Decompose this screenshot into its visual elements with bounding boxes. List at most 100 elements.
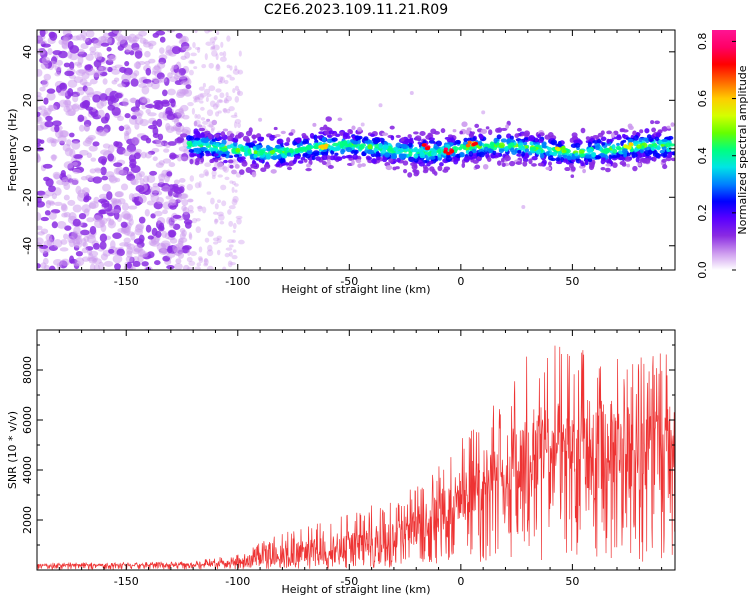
spectrogram-cell	[571, 132, 578, 138]
spectrogram-cell	[43, 97, 49, 105]
spectrogram-cell	[202, 120, 209, 125]
spectrogram-cell	[612, 148, 618, 154]
spectrogram-cell	[81, 247, 89, 254]
spectrogram-cell	[69, 148, 76, 158]
spectrogram-cell	[354, 135, 360, 140]
spectrogram-cell	[128, 193, 135, 201]
colorbar-label: Normalized spectral amplitude	[736, 65, 749, 234]
spectrogram-cell	[159, 47, 165, 54]
spectrogram-cell	[269, 149, 276, 155]
spectrogram-cell	[212, 44, 216, 50]
spectrogram-cell	[225, 247, 233, 251]
spectrogram-cell	[82, 99, 91, 108]
spectrogram-cell	[407, 172, 413, 178]
spectrogram-cell	[347, 128, 353, 134]
spectrogram-cell	[364, 140, 370, 144]
spectrogram-cell	[48, 211, 57, 220]
spectrogram-cell	[92, 176, 103, 184]
spectrogram-cell	[117, 115, 124, 122]
spectrogram-cell	[557, 151, 562, 156]
spectrogram-cell	[428, 139, 435, 144]
spectrogram-cell	[523, 153, 530, 159]
spectrogram-cell	[234, 164, 240, 169]
spectrogram-cell	[195, 218, 201, 222]
spectrogram-cell	[620, 128, 626, 132]
spectrogram-cell	[81, 71, 90, 80]
spectrogram-cell	[302, 154, 307, 158]
spectrogram-cell	[156, 216, 166, 226]
spectrogram-cell	[106, 46, 112, 52]
spectrogram-cell	[158, 160, 165, 166]
spectrogram-cell	[639, 148, 645, 154]
spectrogram-cell	[177, 251, 185, 259]
spectrogram-cell	[82, 37, 90, 42]
spectrogram-cell	[171, 46, 181, 55]
spectrogram-cell	[203, 258, 209, 266]
spectrogram-cell	[204, 162, 211, 167]
spectrogram-cell	[600, 157, 606, 161]
spectrogram-cell	[216, 30, 220, 36]
spectrogram-cell	[90, 157, 97, 162]
spectrogram-cell	[71, 140, 81, 150]
y-tick-label: 20	[21, 93, 34, 107]
spectrogram-cell	[407, 134, 412, 139]
spectrogram-cell	[100, 42, 110, 47]
spectrogram-cell	[83, 124, 91, 132]
spectrogram-cell	[636, 144, 642, 149]
spectrogram-cell	[72, 218, 81, 227]
spectrogram-cell	[555, 160, 563, 165]
spectrogram-cell	[211, 119, 218, 126]
y-tick-label: 40	[21, 45, 34, 59]
spectrogram-cell	[465, 143, 471, 148]
spectrogram-cell	[452, 129, 457, 133]
spectrogram-cell	[315, 156, 321, 161]
spectrogram-cell	[166, 171, 173, 177]
spectrogram-cell	[220, 131, 226, 137]
spectrogram-cell	[213, 44, 220, 51]
snr-xlabel: Height of straight line (km)	[281, 583, 430, 596]
spectrogram-ylabel: Frequency (Hz)	[6, 109, 19, 192]
spectrogram-cell	[191, 217, 198, 224]
spectrogram-cell	[207, 230, 214, 237]
spectrogram-cell	[600, 130, 605, 136]
spectrogram-cell	[492, 150, 497, 155]
spectrogram-cell	[578, 149, 585, 154]
spectrogram-cell	[570, 156, 577, 160]
spectrogram-cell	[210, 127, 215, 134]
spectrogram-cell	[100, 99, 107, 107]
spectrogram-cell	[44, 120, 54, 128]
spectrogram-cell	[165, 195, 174, 200]
spectrogram-cell	[105, 95, 112, 101]
spectrogram-cell	[180, 80, 190, 86]
spectrogram-cell	[187, 143, 192, 148]
spectrogram-cell	[351, 159, 355, 166]
spectrogram-cell	[216, 238, 222, 244]
spectrogram-cell	[61, 179, 69, 186]
spectrogram-cell	[277, 138, 284, 144]
spectrogram-cell	[412, 169, 418, 173]
spectrogram-cell	[267, 146, 274, 151]
spectrogram-cell	[148, 239, 157, 246]
spectrogram-cell	[78, 212, 87, 220]
spectrogram-cell	[324, 143, 329, 148]
spectrogram-cell	[231, 169, 237, 175]
spectrogram-cell	[600, 136, 607, 142]
spectrogram-cell	[98, 198, 108, 204]
spectrogram-cell	[206, 191, 212, 195]
spectrogram-cell	[99, 241, 107, 250]
spectrogram-cell	[456, 140, 461, 145]
spectrogram-cell	[107, 66, 113, 73]
spectrogram-cell	[286, 152, 291, 157]
spectrogram-cell	[638, 138, 643, 142]
spectrogram-cell	[192, 41, 196, 49]
spectrogram-cell	[168, 162, 176, 168]
spectrogram-cell	[196, 140, 202, 146]
spectrogram-cell	[403, 168, 408, 174]
x-tick-label: -100	[225, 275, 250, 288]
spectrogram-cell	[321, 154, 328, 161]
spectrogram-cell	[97, 109, 105, 119]
spectrogram-cell	[135, 184, 145, 193]
spectrogram-cell	[75, 251, 83, 257]
spectrogram-cell	[48, 265, 56, 270]
spectrogram-cell	[237, 132, 244, 138]
